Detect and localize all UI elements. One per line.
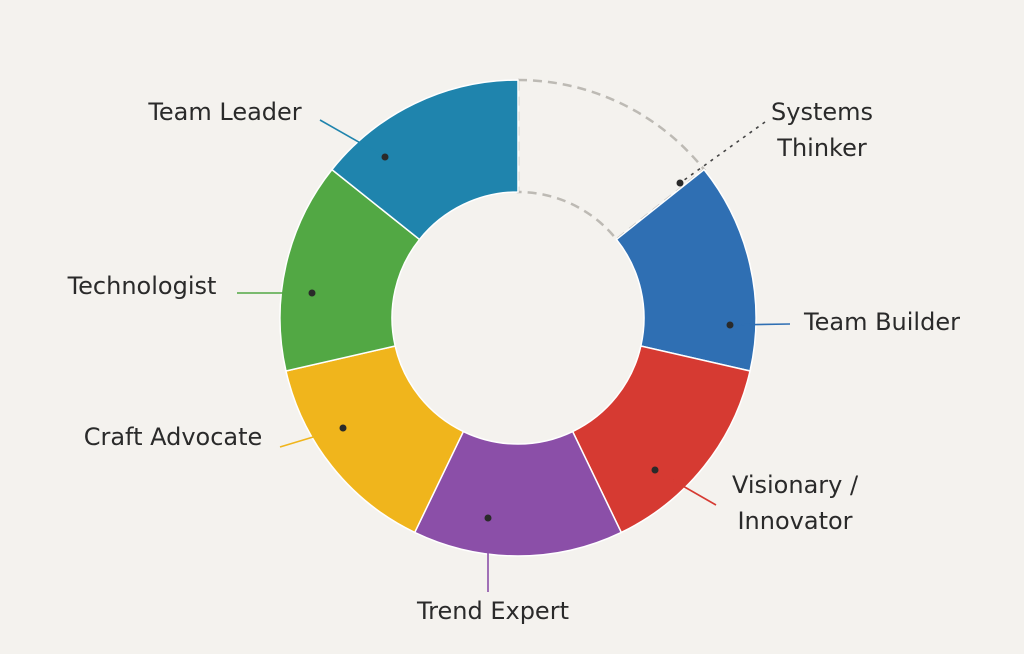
segment-label: Visionary /: [732, 471, 859, 499]
segment-label: Team Leader: [147, 98, 301, 126]
leader-line: [654, 469, 717, 506]
segment-label: Technologist: [67, 272, 217, 300]
leader-line: [319, 119, 386, 158]
segment: [330, 79, 519, 241]
segment-label: Systems: [771, 98, 873, 126]
segment-label: Team Builder: [803, 308, 960, 336]
leader-dot: [726, 321, 734, 329]
leader-dot: [381, 153, 389, 161]
leader-dot: [651, 466, 659, 474]
segment-label: Thinker: [776, 134, 867, 162]
leader-dot: [339, 424, 347, 432]
segment-label: Innovator: [737, 507, 852, 535]
leader-dot: [308, 289, 316, 297]
leader-dot: [484, 514, 492, 522]
leader-line: [279, 427, 344, 448]
leader-dot: [676, 179, 684, 187]
leader-line: [729, 323, 791, 326]
segment-label: Craft Advocate: [84, 423, 263, 451]
segment-label: Trend Expert: [416, 597, 569, 625]
leader-line: [679, 121, 766, 184]
